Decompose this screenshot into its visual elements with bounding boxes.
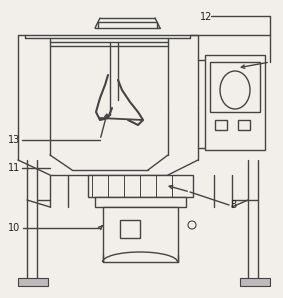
Bar <box>18 278 48 286</box>
Bar <box>120 220 140 238</box>
Bar <box>205 55 265 150</box>
Bar <box>238 120 250 130</box>
Text: 11: 11 <box>8 163 20 173</box>
Ellipse shape <box>220 71 250 109</box>
Bar <box>215 120 227 130</box>
Text: 13: 13 <box>8 135 20 145</box>
Bar <box>240 278 270 286</box>
Text: 12: 12 <box>200 12 212 22</box>
Text: 8: 8 <box>230 200 236 210</box>
Bar <box>103 207 178 262</box>
Text: 10: 10 <box>8 223 20 233</box>
Bar <box>88 175 193 197</box>
Ellipse shape <box>188 221 196 229</box>
Bar <box>210 62 260 112</box>
Bar <box>95 197 186 207</box>
